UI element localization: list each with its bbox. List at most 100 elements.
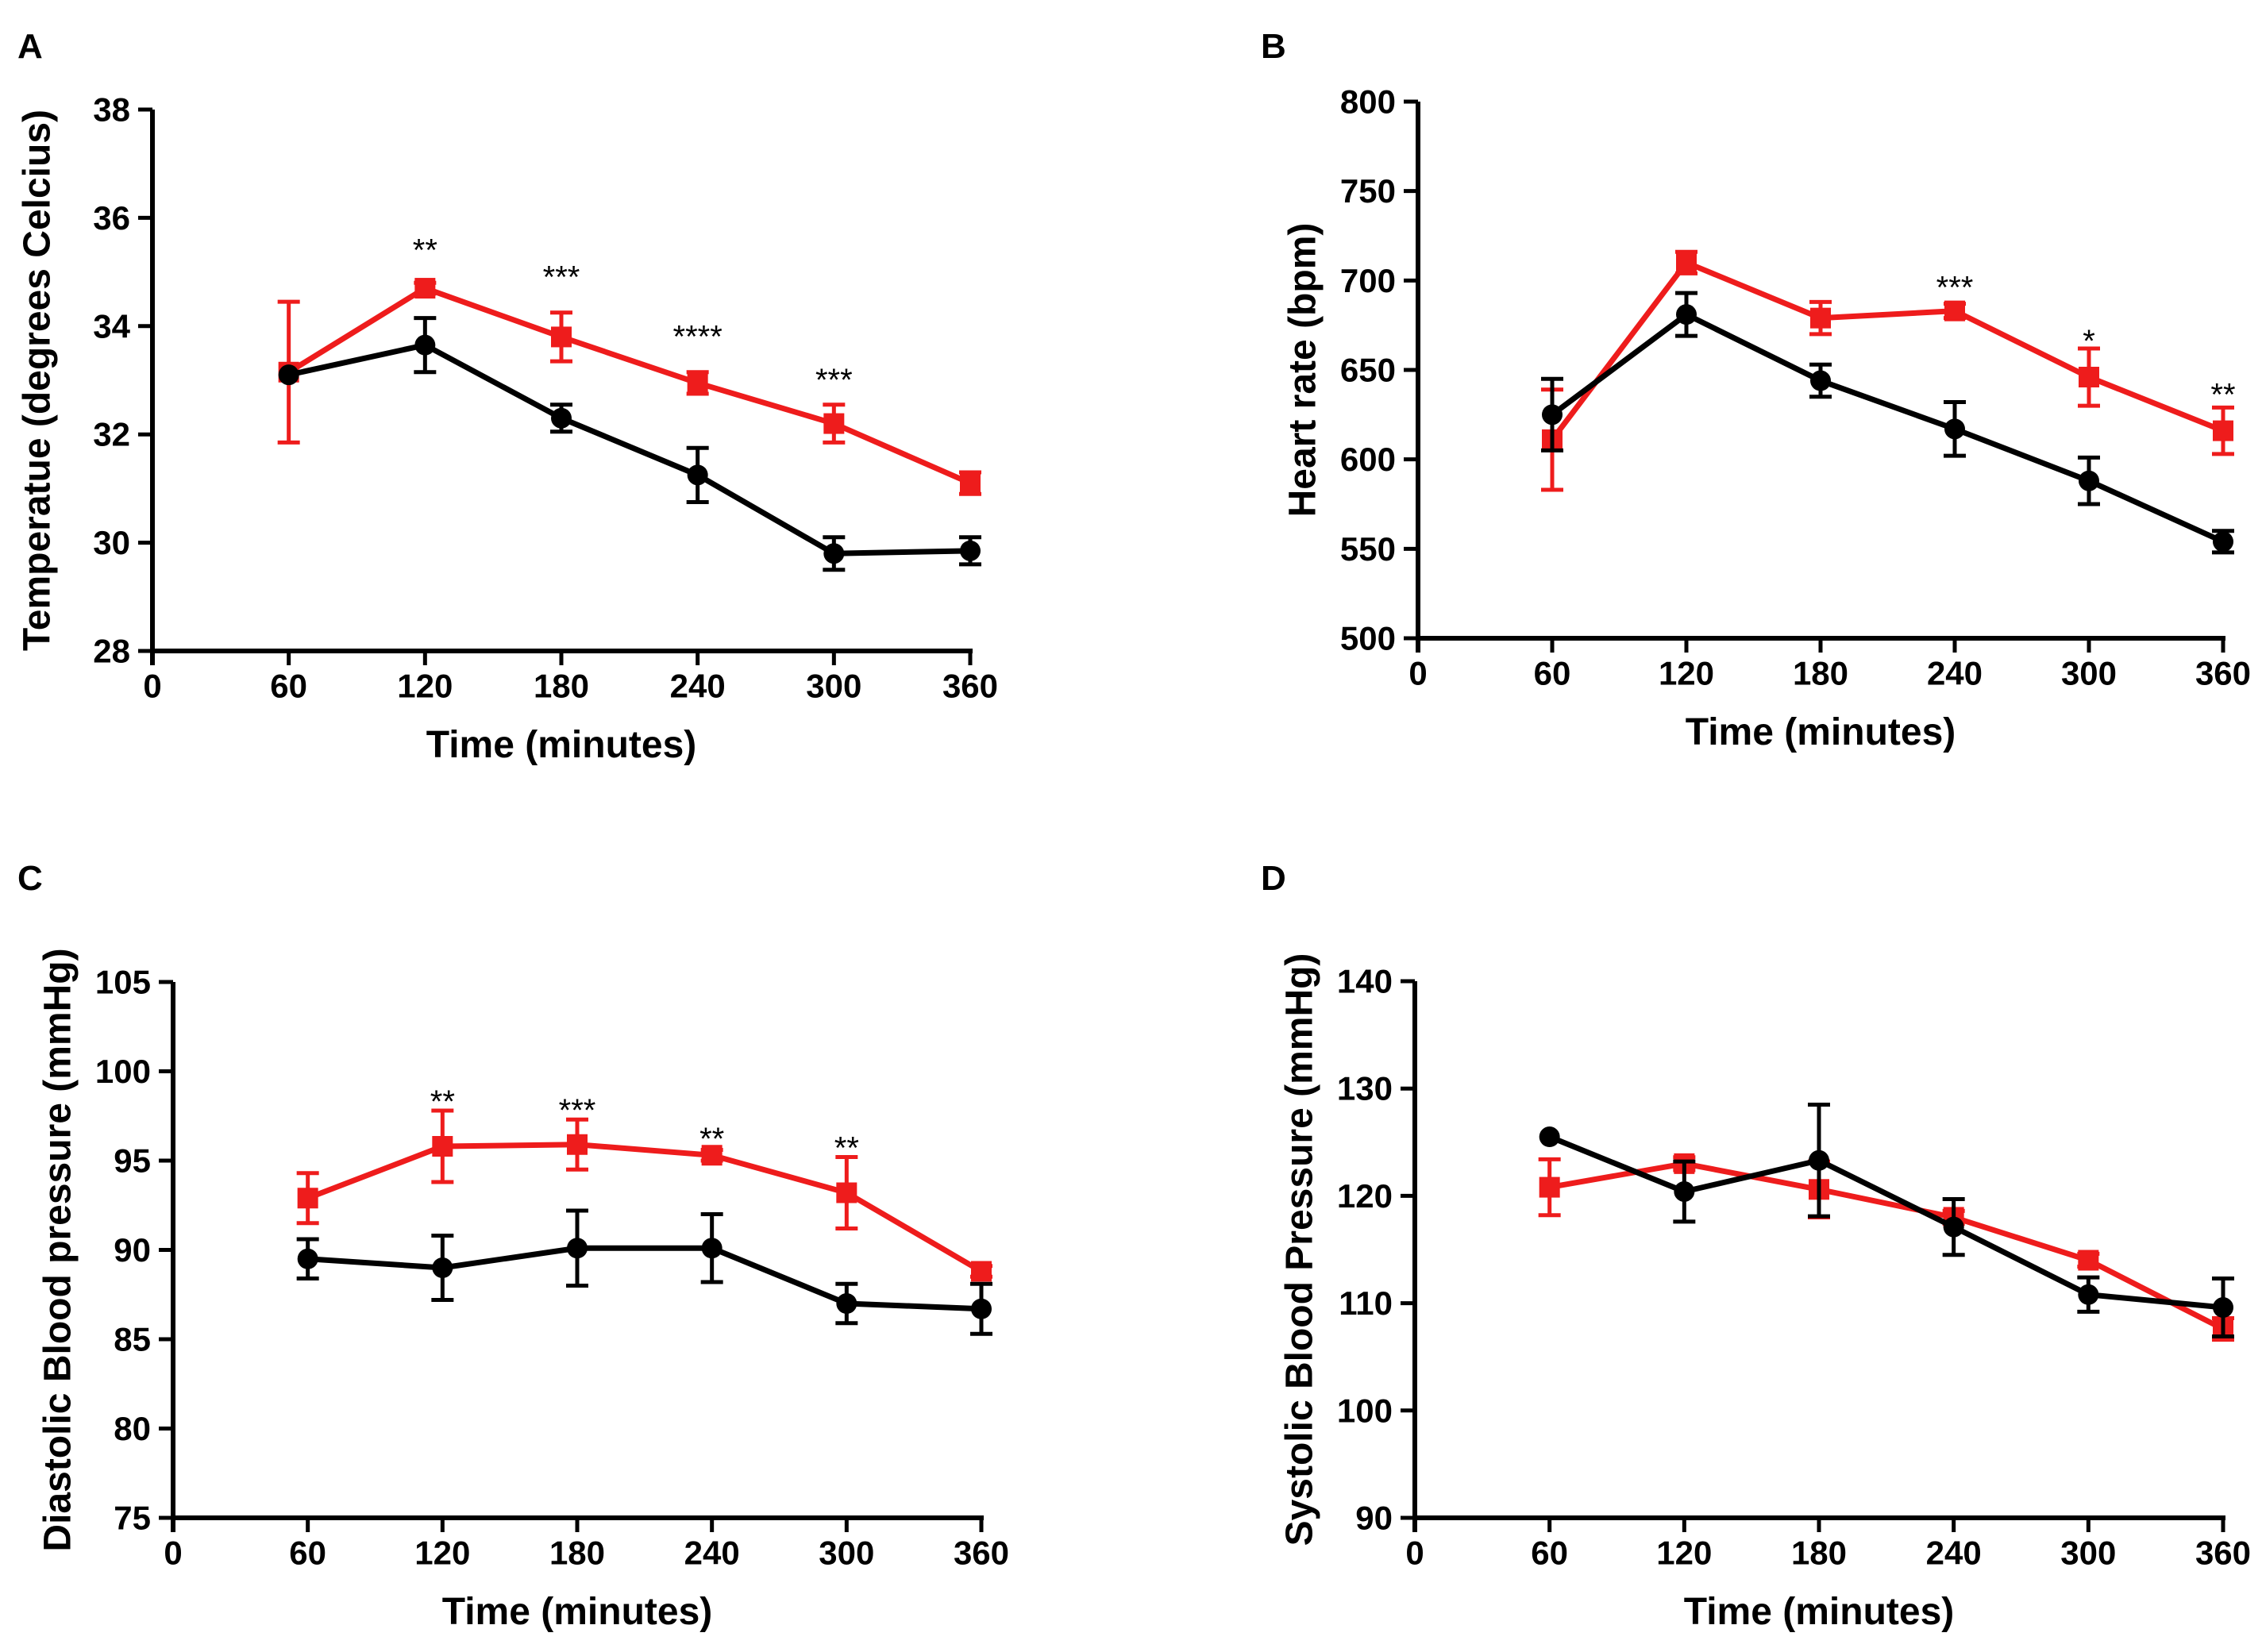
y-tick-label: 105 bbox=[95, 964, 151, 1001]
y-axis-title: Diastolic Blood pressure (mmHg) bbox=[37, 948, 79, 1551]
x-tick-label: 120 bbox=[414, 1535, 470, 1572]
data-point-black bbox=[836, 1293, 857, 1314]
x-tick-label: 120 bbox=[1656, 1535, 1712, 1572]
data-point-red bbox=[414, 278, 436, 299]
data-point-black bbox=[1539, 1126, 1560, 1148]
y-tick-label: 38 bbox=[93, 91, 130, 129]
data-point-black bbox=[1809, 1149, 1829, 1171]
data-point-black bbox=[1542, 404, 1563, 426]
y-tick-label: 90 bbox=[1355, 1500, 1393, 1537]
data-point-red bbox=[1539, 1176, 1560, 1198]
y-tick-label: 800 bbox=[1340, 83, 1396, 121]
x-tick-label: 0 bbox=[164, 1535, 182, 1572]
significance-label: * bbox=[2083, 324, 2095, 359]
data-point-red bbox=[297, 1188, 318, 1209]
y-tick-label: 700 bbox=[1340, 262, 1396, 299]
x-axis-title: Time (minutes) bbox=[442, 1591, 713, 1633]
data-point-black bbox=[823, 543, 845, 564]
x-tick-label: 240 bbox=[684, 1535, 740, 1572]
x-tick-label: 60 bbox=[1531, 1535, 1568, 1572]
series-line-black bbox=[1550, 311, 2225, 545]
series-line-red bbox=[1550, 260, 2225, 441]
x-tick-label: 60 bbox=[1534, 655, 1571, 692]
data-point-black bbox=[960, 540, 981, 561]
data-point-black bbox=[278, 364, 299, 386]
y-tick-label: 650 bbox=[1340, 352, 1396, 389]
x-tick-label: 240 bbox=[1926, 1535, 1982, 1572]
panel-a: A 28 30 32 34 36 38 0 60 120 180 240 300 360 Time (min… bbox=[17, 27, 999, 766]
x-tick-label: 240 bbox=[670, 668, 726, 705]
data-point-red bbox=[2078, 1250, 2099, 1271]
y-tick-label: 30 bbox=[93, 524, 130, 561]
data-point-red bbox=[1944, 300, 1965, 322]
x-tick-label: 360 bbox=[954, 1535, 1009, 1572]
panel-c: C 75 80 85 90 95 100 105 0 60 120 180 240 300 360 Time … bbox=[17, 859, 1009, 1633]
series-black bbox=[278, 316, 981, 572]
significance-label: ** bbox=[2210, 378, 2235, 413]
panel-letter: C bbox=[17, 859, 43, 898]
x-tick-label: 300 bbox=[819, 1535, 874, 1572]
x-tick-label: 360 bbox=[2195, 1535, 2251, 1572]
y-tick-label: 90 bbox=[114, 1231, 151, 1269]
series-black bbox=[1541, 291, 2234, 555]
y-tick-label: 600 bbox=[1340, 441, 1396, 478]
x-tick-label: 180 bbox=[534, 668, 589, 705]
y-tick-label: 85 bbox=[114, 1321, 151, 1358]
significance-label: *** bbox=[543, 260, 580, 295]
data-point-black bbox=[297, 1248, 318, 1269]
x-tick-label: 0 bbox=[143, 668, 161, 705]
x-tick-label: 300 bbox=[2061, 655, 2117, 692]
series-line-black bbox=[1548, 1134, 2224, 1311]
y-tick-label: 32 bbox=[93, 416, 130, 453]
data-point-black bbox=[567, 1238, 588, 1259]
y-axis-title: Heart rate (bpm) bbox=[1282, 223, 1324, 518]
x-tick-label: 360 bbox=[942, 668, 998, 705]
x-tick-label: 360 bbox=[2195, 655, 2251, 692]
significance-label: ** bbox=[699, 1122, 724, 1157]
significance-label: *** bbox=[559, 1093, 596, 1128]
significance-label: ** bbox=[834, 1130, 859, 1165]
data-point-black bbox=[701, 1238, 723, 1259]
y-axis-title: Temperatue (degrees Celcius) bbox=[17, 110, 59, 651]
data-point-red bbox=[567, 1134, 588, 1155]
y-tick-label: 95 bbox=[114, 1142, 151, 1180]
x-tick-label: 120 bbox=[1659, 655, 1714, 692]
series-line-red bbox=[306, 1142, 983, 1274]
x-axis-title: Time (minutes) bbox=[1686, 711, 1956, 753]
x-axis-title: Time (minutes) bbox=[1684, 1591, 1955, 1633]
data-point-red bbox=[823, 413, 845, 434]
x-tick-label: 300 bbox=[806, 668, 861, 705]
panel-letter: A bbox=[17, 27, 43, 66]
x-axis-title: Time (minutes) bbox=[426, 724, 697, 766]
panel-letter: B bbox=[1261, 27, 1286, 66]
significance-label: **** bbox=[673, 319, 723, 354]
series-red bbox=[1538, 1153, 2234, 1342]
data-point-red bbox=[960, 472, 981, 494]
data-point-red bbox=[2213, 420, 2233, 441]
data-point-black bbox=[551, 407, 572, 429]
significance-label: *** bbox=[815, 363, 853, 398]
x-tick-label: 240 bbox=[1927, 655, 1983, 692]
series-red bbox=[296, 1108, 992, 1282]
data-point-black bbox=[2078, 1284, 2099, 1305]
x-tick-label: 180 bbox=[1791, 1535, 1847, 1572]
y-tick-label: 750 bbox=[1340, 172, 1396, 210]
y-axis-title: Systolic Blood Pressure (mmHg) bbox=[1279, 953, 1321, 1546]
data-point-red bbox=[1810, 307, 1831, 329]
y-tick-label: 34 bbox=[93, 307, 130, 345]
y-tick-label: 120 bbox=[1337, 1177, 1393, 1215]
x-tick-label: 300 bbox=[2060, 1535, 2116, 1572]
data-point-black bbox=[1810, 370, 1831, 391]
panel-b: B 500 550 600 650 700 750 800 0 60 120 180 240 300 360… bbox=[1261, 27, 2251, 753]
y-tick-label: 550 bbox=[1340, 530, 1396, 568]
y-tick-label: 80 bbox=[114, 1410, 151, 1447]
y-tick-label: 100 bbox=[1337, 1392, 1393, 1429]
significance-label: ** bbox=[413, 233, 437, 268]
x-tick-label: 120 bbox=[397, 668, 453, 705]
data-point-red bbox=[2079, 367, 2099, 388]
y-tick-label: 75 bbox=[114, 1500, 151, 1537]
data-point-red bbox=[836, 1182, 857, 1203]
data-point-black bbox=[1674, 1180, 1695, 1202]
data-point-black bbox=[1943, 1216, 1964, 1238]
y-tick-label: 110 bbox=[1339, 1284, 1393, 1322]
